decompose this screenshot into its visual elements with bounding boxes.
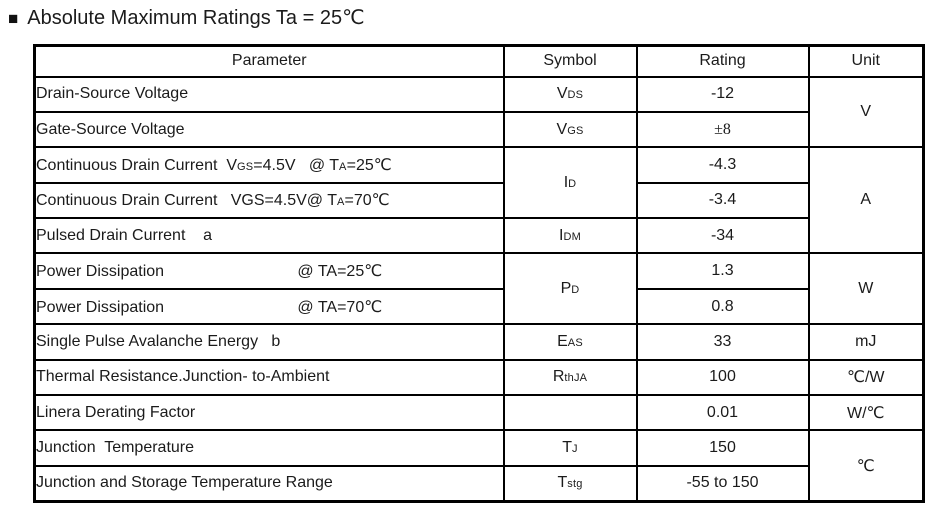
- param-text: Junction Temperature: [36, 439, 195, 457]
- symbol-cell: VGS: [502, 110, 638, 149]
- param-cell: Thermal Resistance.Junction- to-Ambient: [33, 358, 505, 397]
- symbol-sub: GS: [567, 124, 584, 137]
- table-row: Continuous Drain Current VGS=4.5V @ TA=2…: [33, 146, 925, 255]
- unit-cell: mJ: [807, 323, 925, 361]
- symbol-base: P: [560, 279, 572, 297]
- symbol-cell: EAS: [502, 323, 638, 361]
- symbol-sub: DM: [563, 230, 581, 243]
- table-row: Power Dissipation @ TA=70℃ 0.8: [33, 287, 924, 326]
- table-header-row: Parameter Symbol Rating Unit: [33, 44, 925, 78]
- param-subscript: A: [336, 196, 345, 209]
- rating-cell: -3.4: [635, 181, 810, 220]
- unit-cell: W/℃: [807, 394, 925, 432]
- symbol-sub: D: [571, 283, 580, 296]
- symbol-cell: RthJA: [502, 358, 638, 397]
- table-row: Gate-Source Voltage VGS ±8: [33, 110, 924, 149]
- symbol-base: V: [556, 120, 568, 138]
- absolute-maximum-ratings-table: Parameter Symbol Rating Unit Drain-Sourc…: [33, 44, 925, 503]
- param-cell: Pulsed Drain Current a: [33, 217, 505, 255]
- symbol-base: V: [556, 85, 568, 103]
- param-text: Drain-Source Voltage: [36, 85, 189, 103]
- param-text: Single Pulse Avalanche Energy b: [36, 332, 281, 350]
- param-subscript: GS: [236, 160, 254, 173]
- unit-cell: V: [807, 75, 925, 149]
- section-bullet-icon: ■: [8, 8, 19, 28]
- symbol-sub: DS: [567, 89, 584, 102]
- param-text: Linera Derating Factor: [36, 403, 196, 421]
- header-parameter: Parameter: [33, 44, 505, 78]
- param-text: Pulsed Drain Current a: [36, 226, 213, 244]
- unit-cell: A: [807, 146, 925, 255]
- symbol-cell: TJ: [502, 429, 638, 467]
- param-text: =4.5V @ T: [253, 156, 340, 174]
- symbol-cell: VDS: [502, 75, 638, 113]
- rating-cell: 150: [635, 429, 810, 467]
- symbol-base: I: [563, 173, 569, 191]
- header-rating: Rating: [635, 44, 810, 78]
- rating-cell: -55 to 150: [635, 464, 810, 503]
- rating-cell: -4.3: [635, 146, 810, 184]
- table-row: Thermal Resistance.Junction- to-Ambient …: [33, 358, 925, 397]
- rating-cell: ±8: [635, 110, 810, 149]
- rating-cell: 100: [635, 358, 810, 397]
- table-row: Junction and Storage Temperature Range T…: [33, 464, 924, 503]
- header-symbol: Symbol: [502, 44, 638, 78]
- param-text: Power Dissipation @ TA=25℃: [36, 263, 383, 281]
- rating-cell: 1.3: [635, 252, 810, 290]
- param-cell: Junction Temperature: [33, 429, 505, 467]
- param-cell: Junction and Storage Temperature Range: [33, 464, 505, 503]
- param-text: Thermal Resistance.Junction- to-Ambient: [36, 368, 330, 386]
- symbol-base: R: [552, 368, 565, 386]
- param-cell: Drain-Source Voltage: [33, 75, 505, 113]
- param-cell: Continuous Drain Current VGS=4.5V @ TA=2…: [33, 146, 505, 184]
- symbol-sub: J: [572, 443, 578, 456]
- param-cell: Continuous Drain Current VGS=4.5V@ TA=70…: [33, 181, 505, 220]
- symbol-base: E: [557, 332, 568, 350]
- symbol-base: I: [559, 226, 564, 244]
- table-row: Power Dissipation @ TA=25℃ PD 1.3 W: [33, 252, 925, 326]
- unit-cell: W: [807, 252, 925, 326]
- table-row: Pulsed Drain Current a IDM -34: [33, 217, 924, 255]
- param-text: =70℃: [344, 192, 390, 210]
- unit-cell: ℃: [807, 429, 925, 503]
- param-text: Power Dissipation @ TA=70℃: [36, 298, 383, 316]
- param-text: Junction and Storage Temperature Range: [36, 474, 333, 492]
- param-cell: Power Dissipation @ TA=70℃: [33, 287, 505, 326]
- symbol-base: T: [557, 474, 568, 492]
- param-cell: Linera Derating Factor: [33, 394, 505, 432]
- param-text: =25℃: [346, 156, 392, 174]
- symbol-base: T: [562, 439, 573, 457]
- symbol-cell: PD: [502, 252, 638, 326]
- header-unit: Unit: [807, 44, 925, 78]
- table-row: Drain-Source Voltage VDS -12 V: [33, 75, 925, 149]
- symbol-sub: thJA: [564, 372, 588, 385]
- param-cell: Power Dissipation @ TA=25℃: [33, 252, 505, 290]
- param-cell: Single Pulse Avalanche Energy b: [33, 323, 505, 361]
- symbol-cell: Tstg: [502, 464, 638, 503]
- table-row: Linera Derating Factor 0.01 W/℃: [33, 394, 925, 432]
- table-row: Junction Temperature TJ 150 ℃: [33, 429, 925, 503]
- unit-cell: ℃/W: [807, 358, 925, 397]
- rating-cell: -12: [635, 75, 810, 113]
- param-cell: Gate-Source Voltage: [33, 110, 505, 149]
- param-subscript: A: [339, 160, 347, 173]
- section-title: ■ Absolute Maximum Ratings Ta = 25℃: [8, 5, 365, 31]
- symbol-cell: IDM: [502, 217, 638, 255]
- rating-cell: 0.01: [635, 394, 810, 432]
- rating-cell: 0.8: [635, 287, 810, 326]
- symbol-cell: ID: [502, 146, 638, 220]
- symbol-cell-empty: [502, 394, 638, 432]
- table-row: Single Pulse Avalanche Energy b EAS 33 m…: [33, 323, 925, 361]
- symbol-sub: stg: [567, 478, 583, 491]
- symbol-sub: D: [568, 177, 577, 190]
- rating-cell: -34: [635, 217, 810, 255]
- table-row: Continuous Drain Current VGS=4.5V@ TA=70…: [33, 181, 924, 220]
- param-text: Continuous Drain Current VGS=4.5V@ T: [36, 192, 337, 210]
- param-text: Continuous Drain Current V: [36, 156, 237, 174]
- param-text: Gate-Source Voltage: [36, 120, 185, 138]
- rating-cell: 33: [635, 323, 810, 361]
- symbol-sub: AS: [567, 336, 583, 349]
- section-title-text: Absolute Maximum Ratings Ta = 25℃: [27, 7, 365, 29]
